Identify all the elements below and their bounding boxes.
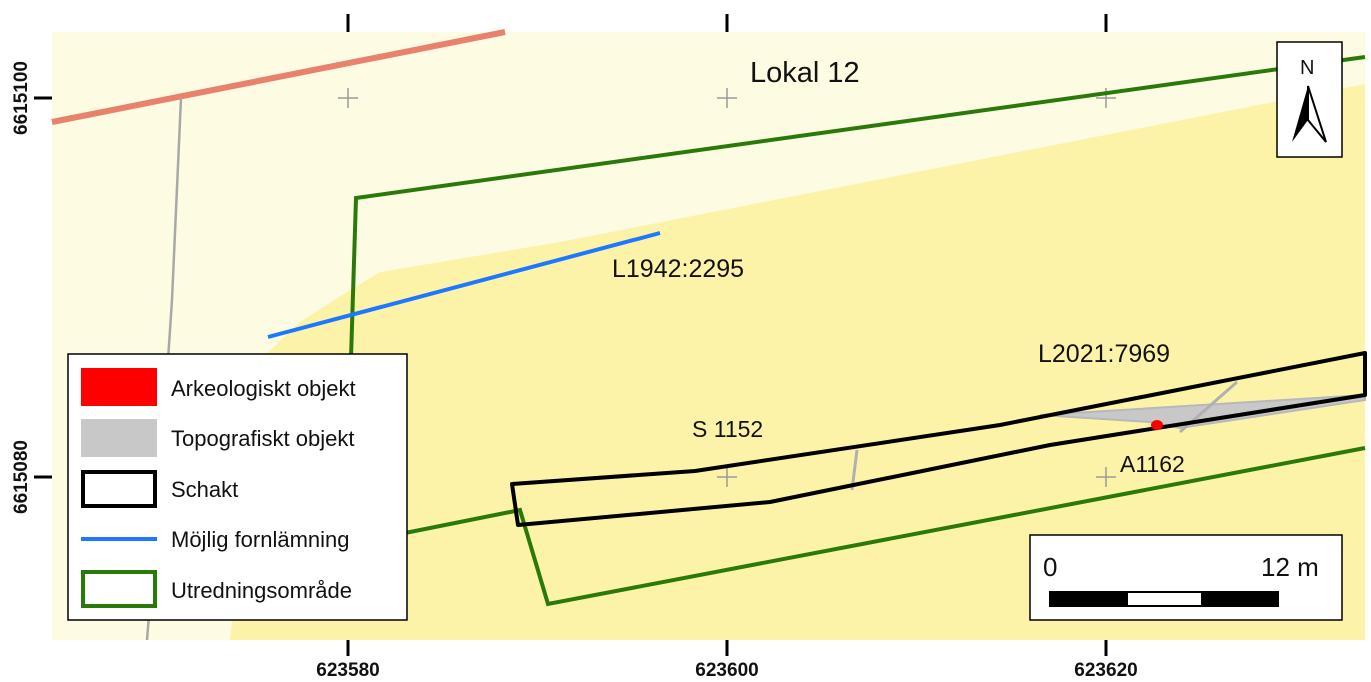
legend-label-topographic: Topografiskt objekt — [171, 426, 354, 451]
legend-label-possible-remain: Möjlig fornlämning — [171, 527, 350, 552]
scale-bar-end: 12 m — [1261, 552, 1319, 582]
legend-label-investigation-area: Utredningsområde — [171, 578, 352, 603]
scale-bar: 0 12 m — [1030, 535, 1342, 620]
legend-symbol-archaeological — [81, 368, 157, 406]
scale-bar-start: 0 — [1043, 552, 1057, 582]
y-tick-label: 6615080 — [11, 440, 32, 514]
legend-symbol-topographic — [81, 419, 157, 457]
x-tick-label: 623600 — [695, 660, 758, 681]
x-tick-label: 623620 — [1074, 660, 1137, 681]
legend: Arkeologiskt objekt Topografiskt objekt … — [68, 354, 407, 620]
y-tick-label: 6615100 — [11, 61, 32, 135]
legend-label-trench: Schakt — [171, 477, 238, 502]
x-tick-label: 623580 — [316, 660, 379, 681]
trench-label: S 1152 — [692, 416, 763, 442]
north-arrow-label: N — [1300, 57, 1314, 79]
map-title: Lokal 12 — [750, 57, 860, 89]
line-label-l2021: L2021:7969 — [1038, 340, 1170, 368]
feature-label: A1162 — [1120, 451, 1185, 477]
legend-label-archaeological: Arkeologiskt objekt — [171, 376, 356, 401]
north-arrow: N — [1277, 42, 1342, 157]
archaeological-object — [1151, 420, 1163, 430]
line-label-l1942: L1942:2295 — [612, 255, 744, 283]
